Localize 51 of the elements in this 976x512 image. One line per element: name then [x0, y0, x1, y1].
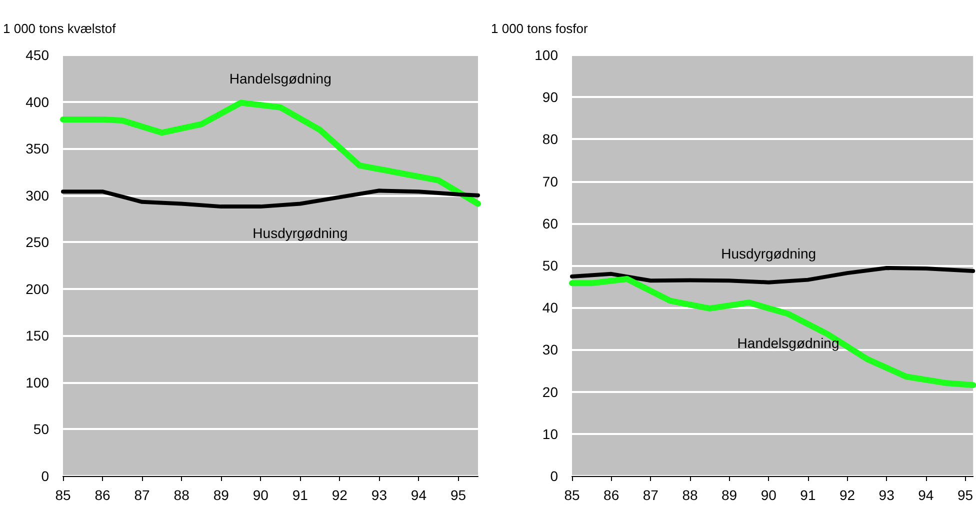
x-tick-label: 93	[371, 487, 388, 503]
y-tick-label: 150	[26, 328, 50, 344]
x-tick-label: 86	[94, 487, 111, 503]
y-tick-label: 400	[26, 94, 50, 110]
x-tick-label: 85	[564, 487, 580, 503]
x-tick-label: 95	[957, 487, 974, 503]
y-axis-title: 1 000 tons fosfor	[491, 21, 589, 36]
x-tick-label: 93	[878, 487, 895, 503]
series-label: Husdyrgødning	[721, 245, 816, 262]
x-tick-label: 88	[174, 487, 190, 503]
y-tick-label: 30	[542, 342, 558, 358]
x-tick-label: 87	[642, 487, 659, 503]
x-tick-label: 88	[682, 487, 698, 503]
y-tick-label: 70	[542, 173, 558, 190]
y-tick-label: 90	[542, 89, 558, 106]
x-tick-label: 91	[292, 487, 308, 503]
y-tick-label: 450	[26, 47, 50, 63]
x-tick-label: 90	[252, 487, 269, 503]
y-tick-label: 80	[542, 131, 558, 148]
x-tick-label: 90	[760, 487, 777, 503]
line-series	[61, 188, 480, 209]
y-tick-label: 300	[26, 187, 50, 204]
y-tick-label: 250	[26, 234, 50, 250]
series-label: Husdyrgødning	[252, 224, 348, 241]
y-tick-label: 50	[33, 421, 50, 438]
series-label: Handelsgødning	[737, 334, 840, 351]
y-tick-label: 10	[542, 426, 558, 442]
line-series	[570, 266, 976, 284]
y-tick-label: 60	[542, 215, 558, 232]
x-tick-label: 94	[410, 487, 427, 503]
x-tick-label: 91	[800, 487, 816, 503]
y-tick-label: 200	[26, 280, 50, 297]
series-label: Handelsgødning	[229, 70, 332, 86]
y-tick-label: 100	[534, 47, 558, 63]
x-tick-label: 94	[918, 487, 934, 503]
x-tick-label: 85	[55, 487, 71, 503]
y-axis-title: 1 000 tons kvælstof	[3, 21, 116, 36]
y-tick-label: 100	[26, 374, 50, 390]
x-tick-label: 92	[332, 487, 348, 503]
y-tick-label: 50	[542, 258, 558, 274]
x-tick-label: 89	[722, 487, 738, 503]
x-tick-label: 87	[134, 487, 150, 503]
x-tick-label: 86	[604, 487, 620, 503]
x-tick-label: 92	[839, 487, 856, 503]
x-tick-label: 95	[450, 487, 466, 503]
y-tick-label: 350	[26, 140, 50, 157]
y-tick-label: 20	[542, 384, 558, 400]
x-tick-label: 89	[213, 487, 230, 503]
y-tick-label: 40	[542, 300, 558, 316]
y-tick-label: 0	[41, 468, 50, 484]
y-tick-label: 0	[550, 468, 558, 484]
